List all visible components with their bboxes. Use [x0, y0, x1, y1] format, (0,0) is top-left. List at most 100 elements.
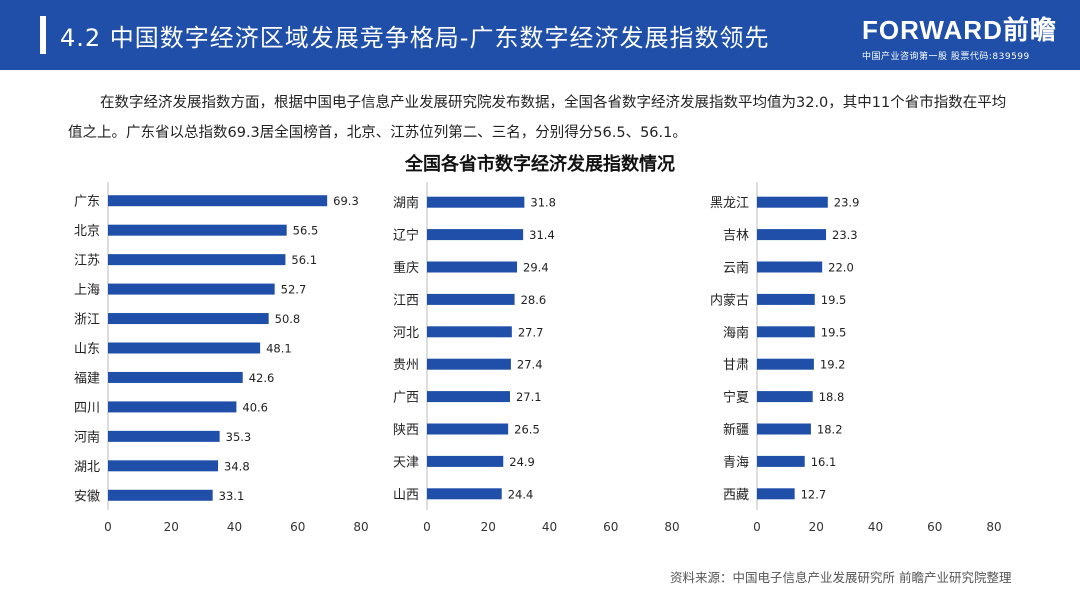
bar: [757, 229, 827, 241]
data-label: 27.7: [518, 325, 544, 339]
x-tick-label: 60: [603, 520, 618, 534]
x-tick-label: 0: [753, 520, 761, 534]
data-label: 34.8: [224, 459, 250, 473]
data-label: 12.7: [801, 487, 827, 501]
data-label: 27.4: [517, 358, 543, 372]
category-label: 浙江: [74, 313, 100, 328]
category-label: 吉林: [723, 229, 749, 244]
data-label: 48.1: [266, 342, 292, 356]
x-tick-label: 20: [809, 520, 824, 534]
category-label: 辽宁: [393, 228, 419, 244]
category-label: 内蒙古: [710, 292, 749, 308]
category-label: 海南: [723, 325, 749, 341]
chart-panel-2: 湖南 31.8 辽宁 31.4 重庆 29.4 江西 28.6 河北 27.7 贵州 27.4 广西 27…: [370, 178, 680, 548]
data-label: 24.9: [509, 455, 535, 469]
x-tick-label: 80: [353, 520, 368, 534]
category-label: 青海: [723, 455, 749, 470]
bar: [427, 196, 525, 208]
category-label: 西藏: [723, 488, 749, 503]
bar: [108, 254, 286, 266]
category-label: 湖北: [74, 460, 100, 475]
bar: [757, 358, 814, 370]
data-label: 56.5: [293, 224, 319, 238]
logo-subtitle: 中国产业咨询第一股 股票代码:839599: [862, 52, 1030, 62]
bar: [108, 224, 287, 236]
category-label: 河南: [74, 429, 100, 445]
bar: [427, 261, 518, 273]
category-label: 湖南: [393, 195, 419, 211]
bar: [108, 401, 237, 413]
bar: [757, 455, 805, 467]
category-label: 宁夏: [723, 390, 749, 406]
logo-text: FORWARD前瞻: [862, 15, 1057, 45]
data-label: 24.4: [508, 487, 534, 501]
data-label: 52.7: [281, 283, 307, 297]
bar: [757, 261, 823, 273]
data-label: 28.6: [521, 293, 547, 307]
category-label: 天津: [393, 455, 419, 470]
data-label: 56.1: [291, 253, 317, 267]
bar-chart-1: 广东 69.3 北京 56.5 江苏 56.1 上海 52.7 浙江 50.8 山东 48.1 福建 42…: [74, 182, 369, 534]
data-label: 35.3: [226, 430, 252, 444]
category-label: 安徽: [74, 489, 100, 504]
x-tick-label: 40: [868, 520, 883, 534]
category-label: 上海: [74, 283, 100, 298]
chart-panel-1: 广东 69.3 北京 56.5 江苏 56.1 上海 52.7 浙江 50.8 山东 48.1 福建 42…: [50, 178, 370, 548]
bar: [757, 326, 815, 338]
bar: [108, 195, 328, 207]
x-tick-label: 40: [542, 520, 557, 534]
bar: [427, 293, 515, 305]
bar: [108, 283, 275, 295]
category-label: 山西: [393, 488, 419, 503]
x-tick-label: 40: [227, 520, 242, 534]
x-tick-label: 80: [664, 520, 679, 534]
data-label: 23.3: [832, 228, 858, 242]
x-tick-label: 0: [423, 520, 431, 534]
data-label: 19.2: [820, 358, 846, 372]
bar: [427, 326, 512, 338]
x-tick-label: 60: [290, 520, 305, 534]
category-label: 福建: [74, 371, 100, 386]
data-label: 29.4: [523, 261, 549, 275]
bar: [427, 455, 504, 467]
category-label: 云南: [723, 260, 749, 276]
category-label: 江西: [393, 293, 419, 308]
header-bar: 4.2 中国数字经济区域发展竞争格局-广东数字经济发展指数领先 FORWARD前…: [0, 0, 1080, 70]
x-tick-label: 0: [104, 520, 112, 534]
category-label: 重庆: [393, 260, 419, 276]
bar: [427, 358, 511, 370]
category-label: 黑龙江: [710, 196, 749, 211]
data-label: 18.8: [819, 390, 845, 404]
bar: [108, 460, 219, 472]
category-label: 甘肃: [723, 358, 749, 373]
x-tick-label: 20: [164, 520, 179, 534]
bar: [108, 430, 220, 442]
category-label: 广东: [74, 195, 100, 210]
data-label: 22.0: [828, 261, 854, 275]
category-label: 河北: [393, 326, 419, 341]
bar: [427, 423, 509, 435]
bar: [757, 391, 813, 403]
chart-title: 全国各省市数字经济发展指数情况: [405, 154, 675, 175]
data-label: 69.3: [333, 194, 359, 208]
x-tick-label: 60: [927, 520, 942, 534]
page-title: 4.2 中国数字经济区域发展竞争格局-广东数字经济发展指数领先: [60, 24, 770, 52]
category-label: 四川: [74, 401, 100, 416]
data-label: 42.6: [249, 371, 275, 385]
data-label: 16.1: [811, 455, 837, 469]
bar-chart-2: 湖南 31.8 辽宁 31.4 重庆 29.4 江西 28.6 河北 27.7 贵州 27.4 广西 27…: [393, 182, 680, 534]
bar: [108, 342, 261, 354]
data-label: 27.1: [516, 390, 542, 404]
forward-logo: FORWARD前瞻 中国产业咨询第一股 股票代码:839599: [862, 10, 1072, 62]
bar: [427, 229, 524, 241]
data-label: 18.2: [817, 423, 843, 437]
x-tick-label: 20: [481, 520, 496, 534]
bar: [757, 293, 815, 305]
bar: [757, 488, 795, 500]
source-note: 资料来源：中国电子信息产业发展研究所 前瞻产业研究院整理: [670, 570, 1012, 585]
data-label: 23.9: [834, 196, 860, 210]
data-label: 40.6: [242, 400, 268, 414]
data-label: 31.8: [530, 196, 556, 210]
x-tick-label: 80: [986, 520, 1001, 534]
data-label: 19.5: [821, 293, 847, 307]
